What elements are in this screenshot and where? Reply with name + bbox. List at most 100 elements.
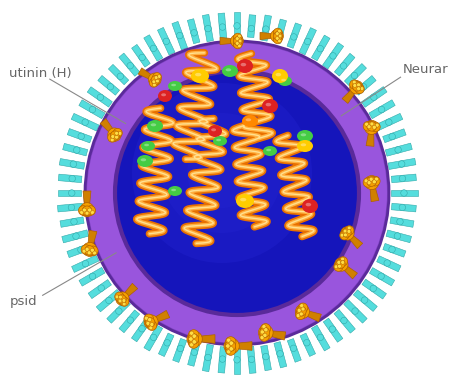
Circle shape [106,297,112,304]
Polygon shape [67,243,92,257]
Ellipse shape [306,203,311,207]
Circle shape [234,23,240,29]
Circle shape [238,39,242,43]
Circle shape [120,297,129,306]
Circle shape [378,106,385,113]
Circle shape [377,177,383,184]
Circle shape [399,204,406,211]
Ellipse shape [275,73,281,76]
Polygon shape [57,203,83,212]
Circle shape [369,177,373,181]
Circle shape [144,314,154,324]
Circle shape [341,227,354,240]
Polygon shape [144,35,163,61]
Circle shape [372,125,376,129]
Circle shape [363,130,369,136]
Circle shape [117,108,123,114]
Circle shape [262,325,266,329]
Circle shape [317,46,324,52]
Circle shape [91,202,97,209]
Circle shape [148,318,152,322]
Circle shape [162,66,169,73]
Circle shape [191,349,198,356]
Polygon shape [345,267,357,279]
Polygon shape [287,339,301,362]
Circle shape [82,208,86,212]
Circle shape [191,30,197,36]
Polygon shape [274,342,287,368]
Polygon shape [334,53,355,76]
Circle shape [367,181,371,185]
Circle shape [291,34,297,40]
Circle shape [145,316,148,320]
Circle shape [225,341,236,351]
Circle shape [377,202,383,209]
Circle shape [70,161,77,168]
Polygon shape [390,217,414,227]
Circle shape [338,257,347,266]
Circle shape [188,330,199,340]
Polygon shape [234,347,240,374]
Circle shape [371,94,377,100]
Circle shape [234,333,240,339]
Circle shape [370,122,374,126]
Ellipse shape [246,118,251,121]
Ellipse shape [168,81,182,91]
Polygon shape [187,19,200,44]
Circle shape [127,63,134,69]
Ellipse shape [281,79,286,81]
Circle shape [261,323,271,334]
Circle shape [275,32,279,36]
Circle shape [340,233,344,237]
Ellipse shape [297,130,313,142]
Polygon shape [144,325,163,351]
Ellipse shape [241,63,246,66]
Circle shape [87,251,91,255]
Circle shape [147,321,157,330]
Polygon shape [72,255,99,273]
Circle shape [221,332,228,339]
Circle shape [273,35,282,44]
Circle shape [290,345,297,352]
Polygon shape [392,203,416,212]
Ellipse shape [161,93,166,96]
Circle shape [69,190,75,196]
Circle shape [92,165,99,171]
Polygon shape [375,113,403,131]
Ellipse shape [208,125,222,137]
Ellipse shape [222,65,238,77]
Circle shape [89,190,95,196]
Ellipse shape [213,136,227,146]
Polygon shape [366,134,374,146]
Polygon shape [377,256,401,272]
Circle shape [385,119,392,125]
Circle shape [98,141,105,147]
Polygon shape [172,21,188,50]
Circle shape [351,272,358,279]
Circle shape [104,250,111,257]
Polygon shape [58,174,82,183]
Circle shape [151,71,157,78]
Circle shape [233,40,242,49]
Circle shape [363,178,373,187]
Circle shape [295,321,301,327]
Circle shape [273,32,283,41]
Circle shape [384,260,391,266]
Circle shape [365,251,371,257]
Circle shape [80,203,94,217]
Circle shape [264,328,268,332]
Polygon shape [287,23,301,48]
Circle shape [122,302,126,306]
Circle shape [226,345,236,355]
Circle shape [283,326,290,332]
Ellipse shape [137,155,153,167]
Circle shape [73,233,79,239]
Circle shape [234,357,240,363]
Circle shape [340,231,349,240]
Circle shape [297,308,301,312]
Circle shape [258,325,273,340]
Circle shape [335,258,348,271]
Circle shape [233,33,242,42]
Circle shape [127,317,134,323]
Polygon shape [71,113,99,131]
